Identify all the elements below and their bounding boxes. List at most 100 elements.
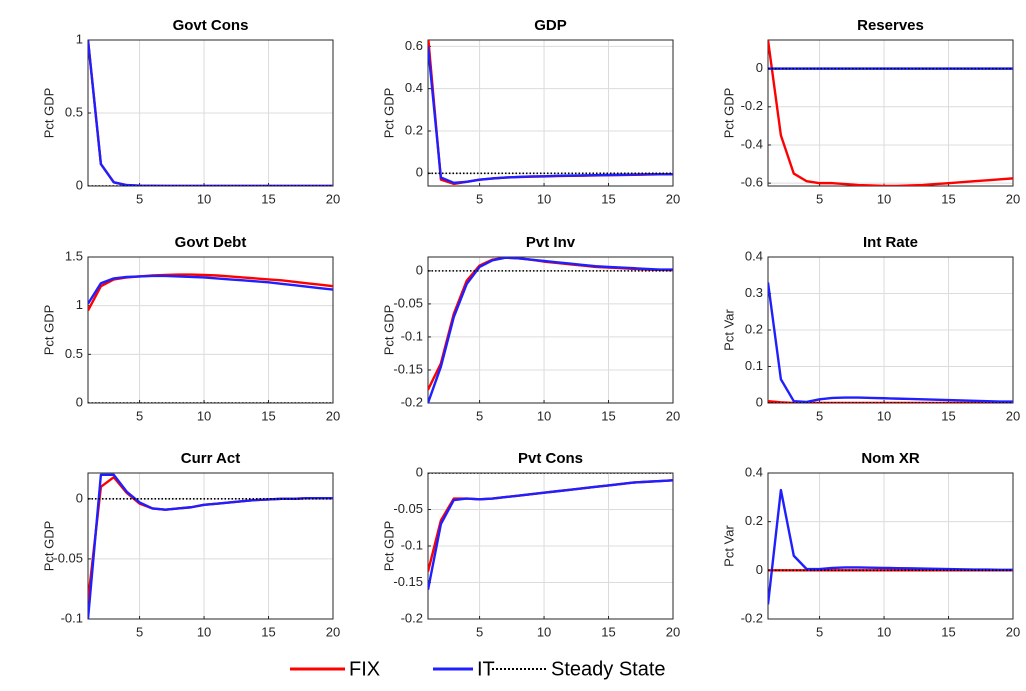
y-tick-label: 0.2	[405, 122, 423, 137]
y-tick-label: 0	[76, 394, 83, 409]
x-tick-label: 15	[261, 408, 275, 423]
y-axis-label: Pct GDP	[381, 521, 396, 572]
panel: 5 10 15 20 -0.6 -0.4 -0.2 0 Reserves Pct GDP	[721, 17, 1020, 206]
x-tick-label: 10	[877, 191, 891, 206]
x-tick-label: 5	[476, 191, 483, 206]
y-tick-label: 0	[76, 490, 83, 505]
plot-area	[768, 473, 1013, 619]
y-axis-label: Pct GDP	[721, 88, 736, 139]
x-tick-label: 5	[816, 408, 823, 423]
series-line	[428, 257, 673, 403]
x-tick-label: 20	[326, 408, 340, 423]
panel-title: Pvt Cons	[518, 450, 583, 467]
x-tick-label: 10	[537, 624, 551, 639]
y-tick-label: 1	[76, 31, 83, 46]
x-tick-label: 15	[941, 191, 955, 206]
panel: 5 10 15 20 -0.2 0 0.2 0.4 Nom XR Pct Var	[721, 450, 1020, 639]
y-tick-label: 0	[756, 60, 763, 75]
y-tick-label: -0.05	[53, 550, 83, 565]
legend-label: FIX	[349, 658, 380, 680]
panel: 5 10 15 20 -0.1 -0.05 0 Curr Act Pct GDP	[41, 450, 340, 639]
y-axis-label: Pct GDP	[41, 88, 56, 139]
y-tick-label: 0.4	[745, 464, 763, 479]
y-axis-label: Pct GDP	[41, 305, 56, 356]
x-tick-label: 20	[326, 624, 340, 639]
y-axis-label: Pct Var	[721, 309, 736, 351]
plot-area	[88, 473, 333, 619]
panel: 5 10 15 20 -0.2 -0.15 -0.1 -0.05 0 Pvt Inv Pct GDP	[381, 234, 680, 423]
y-tick-label: 0	[416, 464, 423, 479]
y-tick-label: -0.1	[401, 328, 423, 343]
y-axis-label: Pct GDP	[381, 305, 396, 356]
axes-box	[427, 39, 674, 187]
y-tick-label: -0.05	[393, 295, 423, 310]
x-tick-label: 10	[537, 408, 551, 423]
y-tick-label: 0.4	[405, 80, 423, 95]
lines	[88, 40, 333, 186]
panel-title: GDP	[534, 17, 567, 34]
panel-title: Nom XR	[861, 450, 920, 467]
x-tick-label: 10	[197, 408, 211, 423]
x-tick-label: 20	[1006, 624, 1020, 639]
y-tick-label: 0	[756, 394, 763, 409]
plot-area	[428, 40, 673, 186]
y-tick-label: 0.6	[405, 38, 423, 53]
legend-label: IT	[477, 658, 495, 680]
x-tick-label: 10	[877, 408, 891, 423]
x-tick-label: 15	[941, 408, 955, 423]
lines	[428, 40, 673, 186]
y-tick-label: 0	[416, 262, 423, 277]
x-tick-label: 15	[601, 624, 615, 639]
y-axis-label: Pct GDP	[381, 88, 396, 139]
series-line	[88, 40, 333, 186]
y-tick-label: -0.2	[401, 394, 423, 409]
series-line	[428, 479, 673, 591]
y-tick-label: -0.15	[393, 574, 423, 589]
y-tick-label: 1.5	[65, 248, 83, 263]
axes-box	[87, 472, 334, 620]
axes-box	[767, 472, 1014, 620]
x-tick-label: 20	[666, 624, 680, 639]
panel-title: Govt Cons	[173, 17, 249, 34]
y-tick-label: -0.1	[61, 610, 83, 625]
lines	[768, 282, 1013, 403]
y-tick-label: -0.2	[401, 610, 423, 625]
x-tick-label: 5	[136, 624, 143, 639]
y-tick-label: -0.6	[741, 175, 763, 190]
plot-area	[428, 257, 673, 403]
x-tick-label: 20	[326, 191, 340, 206]
y-tick-label: 0.4	[745, 248, 763, 263]
y-tick-label: 0	[756, 562, 763, 577]
series-line	[428, 46, 673, 185]
x-tick-label: 15	[601, 408, 615, 423]
y-tick-label: 0.5	[65, 104, 83, 119]
y-tick-label: -0.1	[401, 537, 423, 552]
y-tick-label: 1	[76, 297, 83, 312]
x-tick-label: 15	[601, 191, 615, 206]
y-axis-label: Pct GDP	[41, 521, 56, 572]
plot-area	[768, 40, 1013, 186]
x-tick-label: 15	[261, 624, 275, 639]
y-axis-label: Pct Var	[721, 525, 736, 567]
y-tick-label: -0.05	[393, 501, 423, 516]
series-line	[768, 40, 1013, 186]
y-tick-label: 0.2	[745, 321, 763, 336]
x-tick-label: 10	[537, 191, 551, 206]
panel: 5 10 15 20 0 0.5 1 1.5 Govt Debt Pct GDP	[41, 234, 340, 423]
x-tick-label: 20	[1006, 191, 1020, 206]
x-tick-label: 15	[941, 624, 955, 639]
x-tick-label: 10	[197, 191, 211, 206]
panel-title: Pvt Inv	[526, 234, 576, 251]
panel: 5 10 15 20 0 0.5 1 Govt Cons Pct GDP	[41, 17, 340, 206]
x-tick-label: 5	[476, 624, 483, 639]
x-tick-label: 5	[136, 191, 143, 206]
lines	[768, 488, 1013, 605]
y-tick-label: 0	[416, 165, 423, 180]
lines	[428, 257, 673, 403]
x-tick-label: 10	[197, 624, 211, 639]
x-tick-label: 5	[476, 408, 483, 423]
panel-title: Curr Act	[181, 450, 240, 467]
x-tick-label: 15	[261, 191, 275, 206]
y-tick-label: 0.1	[745, 358, 763, 373]
x-tick-label: 5	[136, 408, 143, 423]
